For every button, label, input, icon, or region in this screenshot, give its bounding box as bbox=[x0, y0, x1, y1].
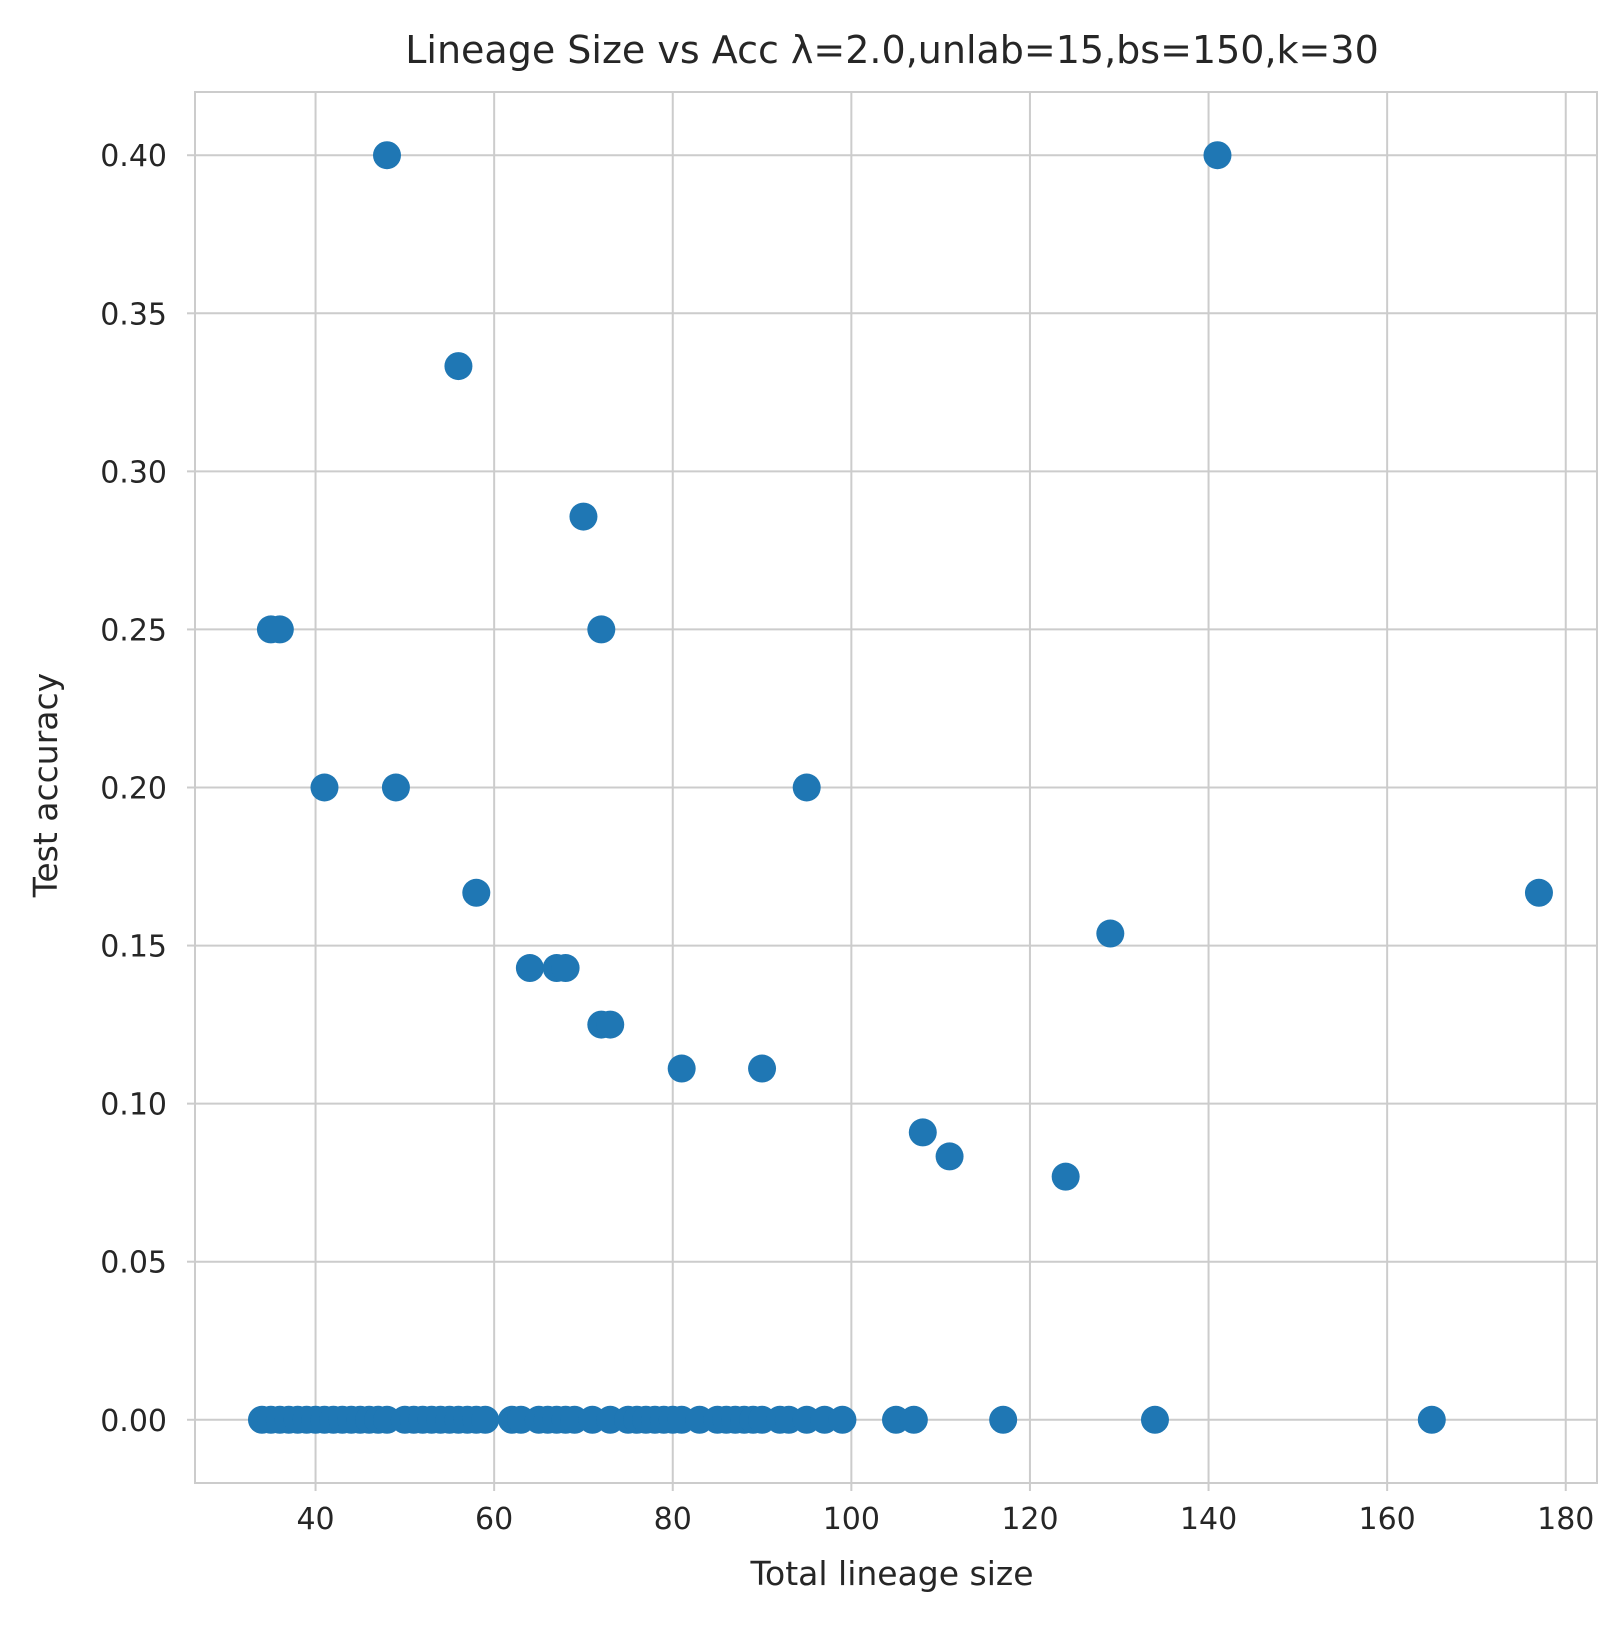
data-point bbox=[569, 502, 598, 531]
x-tick-label: 160 bbox=[1359, 1502, 1416, 1537]
data-points bbox=[247, 141, 1553, 1434]
data-point bbox=[748, 1054, 777, 1083]
data-point bbox=[1417, 1405, 1446, 1434]
y-axis-ticks: 0.00 0.05 0.10 0.15 0.20 0.25 0.30 0.35 0.40 bbox=[100, 139, 195, 1439]
x-tick-label: 120 bbox=[1001, 1502, 1058, 1537]
x-tick-label: 100 bbox=[823, 1502, 880, 1537]
y-tick-label: 0.05 bbox=[100, 1246, 167, 1281]
data-point bbox=[828, 1405, 857, 1434]
x-tick-label: 80 bbox=[654, 1502, 692, 1537]
x-tick-label: 140 bbox=[1180, 1502, 1237, 1537]
y-tick-label: 0.35 bbox=[100, 297, 167, 332]
data-point bbox=[515, 954, 544, 983]
data-point bbox=[372, 141, 401, 170]
data-point bbox=[1140, 1405, 1169, 1434]
chart-title: Lineage Size vs Acc λ=2.0,unlab=15,bs=15… bbox=[405, 28, 1379, 72]
data-point bbox=[792, 773, 821, 802]
y-tick-label: 0.00 bbox=[100, 1404, 167, 1439]
data-point bbox=[551, 954, 580, 983]
data-point bbox=[444, 352, 473, 381]
data-point bbox=[899, 1405, 928, 1434]
data-point bbox=[1524, 878, 1553, 907]
grid bbox=[195, 92, 1597, 1483]
data-point bbox=[1203, 141, 1232, 170]
data-point bbox=[587, 615, 616, 644]
data-point bbox=[1096, 919, 1125, 948]
y-tick-label: 0.20 bbox=[100, 772, 167, 807]
data-point bbox=[1051, 1162, 1080, 1191]
y-tick-label: 0.10 bbox=[100, 1088, 167, 1123]
data-point bbox=[935, 1142, 964, 1171]
x-axis-label: Total lineage size bbox=[749, 1554, 1033, 1593]
y-tick-label: 0.40 bbox=[100, 139, 167, 174]
y-tick-label: 0.30 bbox=[100, 455, 167, 490]
data-point bbox=[381, 773, 410, 802]
x-tick-label: 60 bbox=[475, 1502, 513, 1537]
data-point bbox=[989, 1405, 1018, 1434]
x-tick-label: 40 bbox=[296, 1502, 334, 1537]
data-point bbox=[471, 1405, 500, 1434]
data-point bbox=[265, 615, 294, 644]
data-point bbox=[667, 1054, 696, 1083]
data-point bbox=[310, 773, 339, 802]
data-point bbox=[908, 1118, 937, 1147]
data-point bbox=[462, 878, 491, 907]
y-tick-label: 0.25 bbox=[100, 613, 167, 648]
x-tick-label: 180 bbox=[1537, 1502, 1594, 1537]
data-point bbox=[596, 1010, 625, 1039]
y-tick-label: 0.15 bbox=[100, 930, 167, 965]
y-axis-label: Test accuracy bbox=[26, 673, 65, 898]
x-axis-ticks: 40 60 80 100 120 140 160 180 bbox=[296, 1483, 1594, 1537]
